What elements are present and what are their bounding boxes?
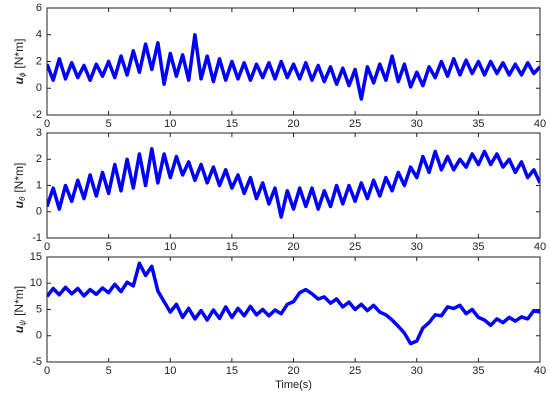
y-tick-label: 5 [36,303,42,315]
x-tick-label: 5 [106,241,112,253]
y-label-subscript: θ [18,196,27,201]
x-tick-label: 10 [164,118,176,130]
x-tick-label: 35 [472,118,484,130]
y-label-unit: [N*m] [12,39,26,69]
y-label-symbol: u [12,76,26,84]
y-label-unit: [N*m] [12,286,26,316]
y-axis-label: uψ [N*m] [12,286,27,333]
y-tick-label: 10 [30,277,42,289]
y-axis-label: uϕ [N*m] [12,39,27,85]
data-line [47,261,540,346]
y-tick-label: -5 [32,356,42,368]
plot-area [47,33,540,101]
y-tick-label: 2 [36,153,42,165]
y-tick-label: 2 [36,55,42,67]
y-label-unit: [N*m] [12,163,26,193]
x-tick-label: 25 [349,365,361,377]
x-axis-label: Time(s) [275,379,312,391]
y-label-subscript: ψ [18,320,27,326]
plot-area [47,147,540,219]
y-label-symbol: u [12,325,26,333]
x-tick-label: 15 [226,118,238,130]
x-tick-label: 15 [226,241,238,253]
y-tick-label: 15 [30,251,42,263]
y-axis-label: uθ [N*m] [12,163,27,209]
x-tick-label: 30 [411,365,423,377]
x-tick-label: 25 [349,118,361,130]
axes-background [47,257,540,362]
data-line [47,147,540,219]
x-tick-label: 10 [164,365,176,377]
x-tick-label: 15 [226,365,238,377]
axes-background [47,133,540,238]
x-tick-label: 0 [44,241,50,253]
x-tick-label: 0 [44,118,50,130]
x-tick-label: 30 [411,241,423,253]
y-label-symbol: u [12,200,26,208]
x-tick-label: 20 [287,241,299,253]
x-tick-label: 30 [411,118,423,130]
x-tick-label: 40 [534,118,546,130]
y-tick-label: 1 [36,179,42,191]
x-tick-label: 20 [287,118,299,130]
x-tick-label: 5 [106,365,112,377]
y-tick-label: -2 [32,109,42,121]
x-tick-label: 0 [44,365,50,377]
x-tick-label: 20 [287,365,299,377]
x-tick-label: 25 [349,241,361,253]
x-tick-label: 10 [164,241,176,253]
y-tick-label: 0 [36,330,42,342]
y-tick-label: -1 [32,232,42,244]
x-tick-label: 5 [106,118,112,130]
y-tick-label: 6 [36,2,42,14]
y-tick-label: 3 [36,127,42,139]
plot-area [47,261,540,346]
data-line [47,33,540,101]
x-tick-label: 40 [534,241,546,253]
y-tick-label: 0 [36,82,42,94]
x-tick-label: 35 [472,241,484,253]
y-tick-label: 4 [36,29,42,41]
x-tick-label: 35 [472,365,484,377]
y-tick-label: 0 [36,206,42,218]
y-label-subscript: ϕ [18,72,27,77]
x-tick-label: 40 [534,365,546,377]
